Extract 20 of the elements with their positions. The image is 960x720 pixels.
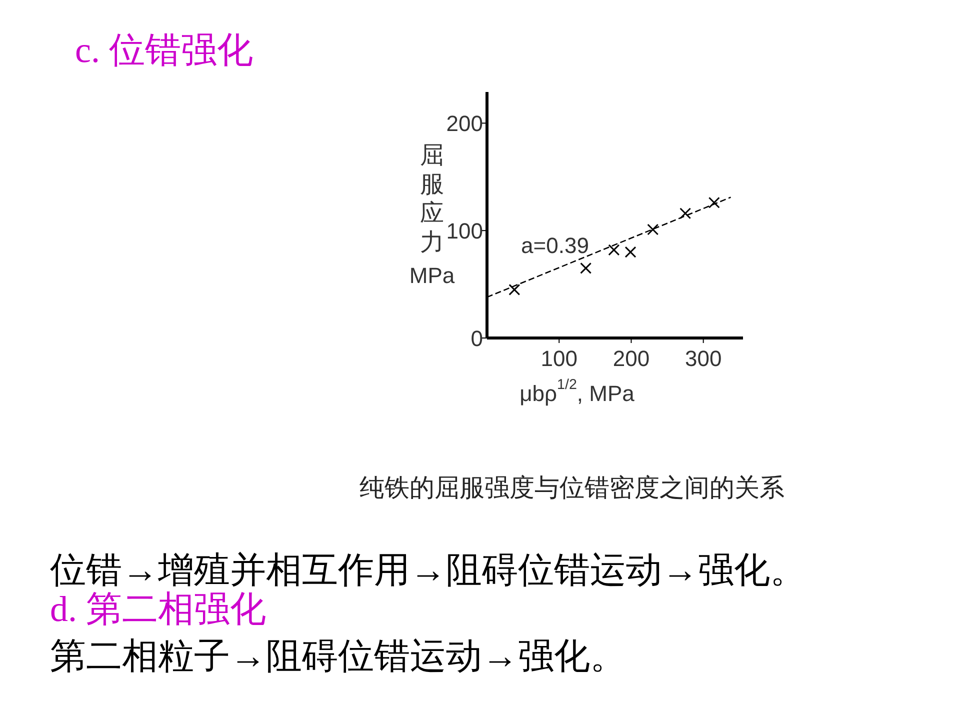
- text: 纯铁的屈服强度与位错密度之间的关系: [360, 474, 784, 502]
- point: [624, 246, 636, 258]
- text: 第二相粒子→阻碍位错运动→强化。: [50, 636, 626, 676]
- y-tick-label: 200: [446, 110, 483, 136]
- point: [608, 244, 620, 256]
- y-tick-label: 100: [446, 218, 483, 244]
- x-tick-label: 200: [612, 346, 650, 370]
- x-tick-label: 100: [540, 346, 578, 370]
- annotation: a=0.39: [521, 232, 589, 258]
- point: [508, 284, 520, 296]
- text: c. 位错强化: [75, 30, 253, 70]
- x-axis-title: μbρ$^{1/2}$, MPa: [520, 377, 636, 406]
- text: 位错→增殖并相互作用→阻碍位错运动→强化。: [50, 550, 806, 590]
- point: [647, 224, 659, 236]
- x-tick-label: 300: [684, 346, 722, 370]
- point: [708, 196, 720, 208]
- point: [580, 262, 592, 274]
- text: d. 第二相强化: [50, 589, 266, 629]
- y-tick-label: 0: [470, 326, 483, 350]
- point: [680, 208, 692, 220]
